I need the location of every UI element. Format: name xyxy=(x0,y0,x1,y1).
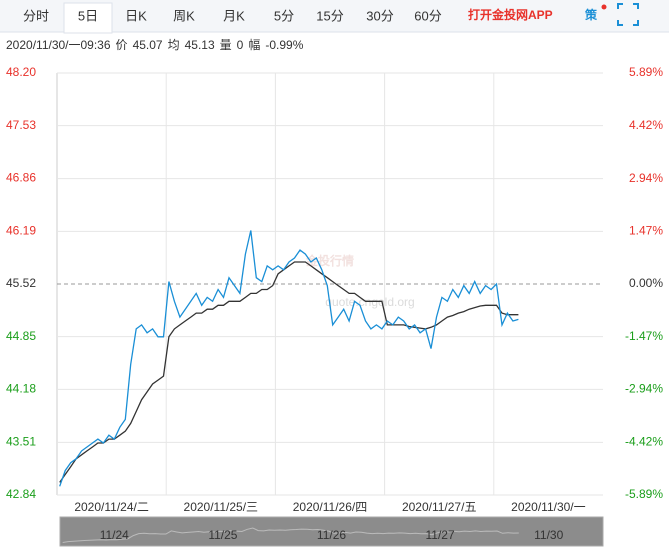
navigator-label: 11/26 xyxy=(317,528,346,542)
info-avg-label: 均 xyxy=(168,38,180,52)
y-tick-label: 47.53 xyxy=(6,118,36,132)
tab[interactable]: 月K xyxy=(223,8,245,23)
y2-tick-label: 2.94% xyxy=(629,171,663,185)
watermark-url: quote.cngold.org xyxy=(325,295,414,309)
badge xyxy=(601,4,607,10)
info-vol-label: 量 xyxy=(220,38,232,52)
y2-tick-label: -5.89% xyxy=(625,487,663,501)
y-tick-label: 42.84 xyxy=(6,487,36,501)
tab[interactable]: 15分 xyxy=(316,8,343,23)
tab[interactable]: 5分 xyxy=(274,8,294,23)
x-tick-label: 2020/11/24/二 xyxy=(74,500,149,514)
y-tick-label: 46.19 xyxy=(6,223,36,237)
info-price: 45.07 xyxy=(133,38,163,52)
plot: 金投行情 quote.cngold.org 48.20 47.53 46.86 46.19… xyxy=(6,65,663,547)
tab[interactable]: 日K xyxy=(125,8,147,23)
info-vol: 0 xyxy=(237,38,244,52)
y2-tick-label: -2.94% xyxy=(625,381,663,395)
info-change-label: 幅 xyxy=(248,37,260,52)
tab[interactable]: 周K xyxy=(173,8,195,23)
series-line xyxy=(59,230,519,487)
y-tick-label: 46.86 xyxy=(6,171,36,185)
info-time: 2020/11/30/一09:36 xyxy=(6,38,111,52)
active-tab xyxy=(63,2,113,34)
info-price-label: 价 xyxy=(116,38,128,52)
y-tick-label: 44.18 xyxy=(6,382,36,396)
navigator xyxy=(59,516,604,547)
navigator-label: 11/30 xyxy=(534,528,563,542)
strategy-button[interactable]: 策 xyxy=(585,7,598,22)
watermark-title: 金投行情 xyxy=(305,253,354,268)
x-tick-label: 2020/11/26/四 xyxy=(293,500,368,514)
navigator-line xyxy=(62,527,519,543)
y-tick-label: 48.20 xyxy=(6,65,36,79)
series-line xyxy=(59,261,519,483)
tab[interactable]: 60分 xyxy=(414,8,441,23)
y2-tick-label: 4.42% xyxy=(629,118,663,132)
x-tick-label: 2020/11/27/五 xyxy=(402,500,477,514)
x-tick-label: 2020/11/30/一 xyxy=(511,500,586,514)
info-change: -0.99% xyxy=(265,38,303,52)
tab[interactable]: 30分 xyxy=(366,8,393,23)
navigator-label: 11/27 xyxy=(426,528,455,542)
info-avg: 45.13 xyxy=(185,38,215,52)
x-tick-label: 2020/11/25/三 xyxy=(184,500,259,514)
y-tick-label: 44.85 xyxy=(6,329,36,343)
y2-tick-label: 5.89% xyxy=(629,65,663,79)
y-tick-label: 45.52 xyxy=(6,276,36,290)
y2-tick-label: 0.00% xyxy=(629,276,663,290)
y2-tick-label: -1.47% xyxy=(625,329,663,343)
navigator-label: 11/25 xyxy=(208,528,237,542)
y-tick-label: 43.51 xyxy=(6,434,36,448)
tab[interactable]: 分时 xyxy=(23,8,49,23)
y2-tick-label: 1.47% xyxy=(629,224,663,238)
navigator-label: 11/24 xyxy=(100,528,129,542)
y2-tick-label: -4.42% xyxy=(625,435,663,449)
info-line: 2020/11/30/一09:36 价 45.07 均 45.13 量 0 幅 -0.99% xyxy=(6,37,304,52)
fullscreen-icon[interactable] xyxy=(617,3,639,26)
app-link[interactable]: 打开金投网APP xyxy=(468,7,553,22)
tab[interactable]: 5日 xyxy=(78,8,98,23)
